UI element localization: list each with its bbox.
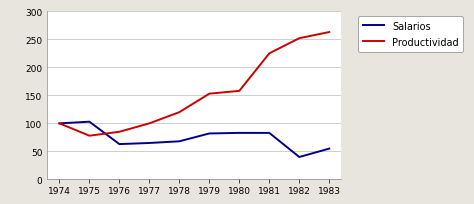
Salarios [266, 132, 272, 134]
Salarios [56, 123, 62, 125]
Productividad [237, 90, 242, 93]
Productividad [207, 93, 212, 95]
Productividad [296, 38, 302, 40]
Productividad [266, 53, 272, 55]
Salarios [117, 143, 122, 146]
Productividad [87, 135, 92, 137]
Salarios [296, 156, 302, 159]
Legend: Salarios, Productividad: Salarios, Productividad [358, 17, 464, 52]
Salarios [237, 132, 242, 134]
Salarios [87, 121, 92, 123]
Salarios [176, 140, 182, 143]
Salarios [146, 142, 152, 144]
Productividad [56, 123, 62, 125]
Line: Salarios: Salarios [59, 122, 329, 157]
Productividad [146, 123, 152, 125]
Line: Productividad: Productividad [59, 33, 329, 136]
Productividad [176, 111, 182, 114]
Productividad [117, 131, 122, 133]
Salarios [327, 148, 332, 150]
Productividad [327, 32, 332, 34]
Salarios [207, 133, 212, 135]
